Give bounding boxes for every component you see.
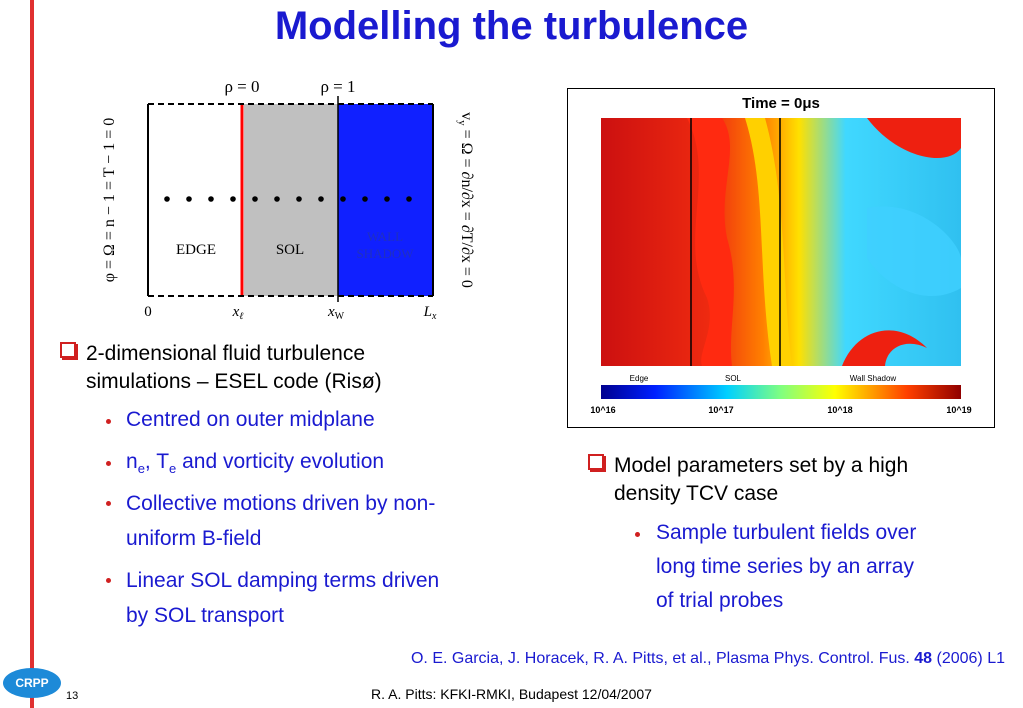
edge-region — [148, 104, 244, 296]
right-boundary-condition: vy = Ω = ∂n/∂x = ∂T/∂x = 0 — [456, 112, 475, 288]
citation-volume: 48 — [914, 650, 933, 667]
bottom-swirl — [842, 330, 927, 366]
citation-year: (2006) L1 — [932, 650, 1006, 667]
sub3-line-1: Collective motions driven by non- — [126, 492, 436, 515]
domain-diagram: ρ = 0 ρ = 1 EDGE SOL WALL SHADOW 0 xℓ xW… — [101, 77, 475, 322]
turbulence-simulation-plot: Time = 0μs Edge SOL Wall Shadow 10^16 10… — [567, 88, 995, 428]
citation-text: O. E. Garcia, J. Horacek, R. A. Pitts, e… — [410, 650, 915, 667]
edge-label: EDGE — [176, 242, 216, 258]
colorbar-tick-2: 10^17 — [708, 405, 733, 415]
colorbar-tick-4: 10^19 — [946, 405, 971, 415]
bullet-dot-icon — [106, 501, 111, 506]
sub3-line-2: uniform B-field — [126, 527, 262, 550]
left-sub-bullet-1: Centred on outer midplane — [126, 408, 375, 431]
footer-text: R. A. Pitts: KFKI-RMKI, Budapest 12/04/2… — [371, 686, 652, 702]
bullet-dot-icon — [635, 532, 640, 537]
left-main-line-1: 2-dimensional fluid turbulence — [86, 342, 365, 365]
bullet-dot-icon — [106, 461, 111, 466]
page-number: 13 — [66, 690, 79, 702]
sub4-line-2: by SOL transport — [126, 604, 284, 627]
time-header: Time = 0μs — [742, 95, 820, 112]
sol-label: SOL — [276, 242, 304, 258]
red-filament — [687, 118, 734, 366]
right-main-bullet: Model parameters set by a high density T… — [588, 452, 1008, 508]
blue-blob — [867, 206, 961, 297]
probe-array — [164, 196, 412, 202]
ne-sub: e — [137, 461, 145, 477]
slide-title: Modelling the turbulence — [274, 4, 749, 48]
lx-label: Lx — [423, 304, 437, 322]
checkbox-bullet-icon — [60, 342, 76, 358]
bullet-dot-icon — [106, 578, 111, 583]
citation: O. E. Garcia, J. Horacek, R. A. Pitts, e… — [411, 650, 1005, 668]
sub4-line-1: Linear SOL damping terms driven — [126, 569, 440, 592]
colorbar-label-sol: SOL — [725, 374, 742, 383]
left-sub-bullet-3: Collective motions driven by non- unifor… — [126, 486, 536, 556]
colorbar-tick-3: 10^18 — [827, 405, 852, 415]
shadow-label: SHADOW — [356, 246, 414, 261]
vorticity-text: and vorticity evolution — [176, 450, 385, 473]
colorbar-label-wall: Wall Shadow — [850, 374, 897, 383]
left-sub-bullet-2: ne, Te and vorticity evolution — [126, 446, 526, 485]
right-sub-line-1: Sample turbulent fields over — [656, 521, 917, 544]
checkbox-bullet-icon — [588, 454, 604, 470]
te-t: , T — [144, 450, 170, 473]
right-main-line-2: density TCV case — [614, 482, 779, 505]
right-sub-line-3: of trial probes — [656, 589, 784, 612]
right-sub-bullet-1: Sample turbulent fields over long time s… — [656, 516, 996, 618]
origin-label: 0 — [144, 304, 152, 320]
bullet-dot-icon — [106, 419, 111, 424]
left-main-bullet: 2-dimensional fluid turbulence simulatio… — [60, 340, 540, 396]
x-w-label: xW — [327, 304, 345, 322]
colorbar-label-edge: Edge — [630, 374, 649, 383]
left-boundary-condition: φ = Ω = n − 1 = T − 1 = 0 — [101, 118, 118, 282]
sol-region — [244, 104, 338, 296]
right-sub-line-2: long time series by an array — [656, 555, 914, 578]
left-main-line-2: simulations – ESEL code (Risø) — [86, 370, 382, 393]
rho1-label: ρ = 1 — [320, 77, 355, 96]
te-sub: e — [169, 461, 177, 477]
rho0-label: ρ = 0 — [224, 77, 259, 96]
right-main-line-1: Model parameters set by a high — [614, 454, 909, 477]
x-l-label: xℓ — [232, 304, 244, 322]
crpp-logo: CRPP — [3, 668, 61, 698]
colorbar-tick-1: 10^16 — [590, 405, 615, 415]
ne-n: n — [126, 450, 138, 473]
top-swirl — [867, 118, 961, 158]
left-red-line — [30, 0, 34, 708]
colorbar — [601, 385, 961, 399]
wall-label: WALL — [367, 229, 403, 244]
left-sub-bullet-4: Linear SOL damping terms driven by SOL t… — [126, 563, 536, 633]
